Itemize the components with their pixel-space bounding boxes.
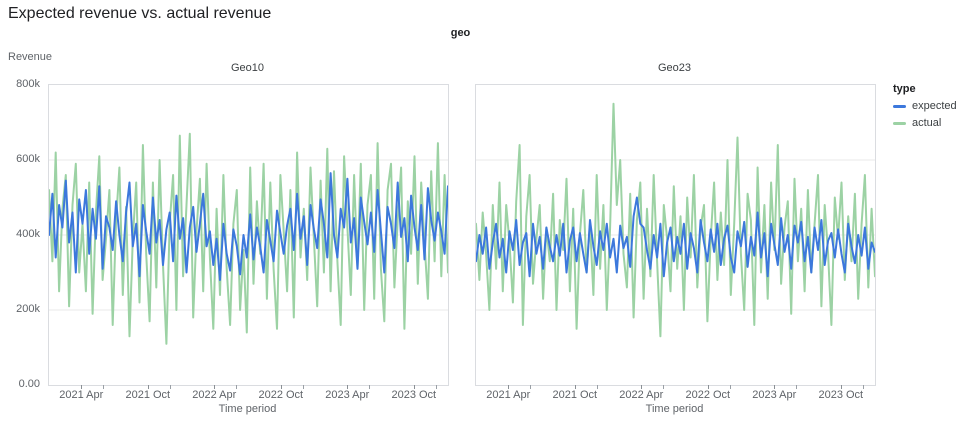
y-tick-label: 0.00 [18, 378, 40, 390]
x-tick-mark [413, 385, 415, 389]
line-chart-geo10[interactable] [48, 84, 449, 386]
x-tick-label: 2023 Apr [325, 389, 370, 401]
x-tick-label: 2021 Oct [552, 389, 598, 401]
line-chart-geo23[interactable] [475, 84, 876, 386]
x-tick-mark [574, 385, 576, 389]
x-minor-tick-mark [862, 385, 864, 389]
x-tick-label: 2022 Oct [258, 389, 304, 401]
legend-title: type [893, 83, 916, 95]
x-minor-tick-mark [596, 385, 598, 389]
legend-item-expected[interactable]: expected [893, 100, 957, 113]
y-tick-label: 600k [16, 153, 40, 165]
x-tick-label: 2021 Oct [125, 389, 171, 401]
x-minor-tick-mark [169, 385, 171, 389]
x-tick-mark [840, 385, 842, 389]
x-minor-tick-mark [796, 385, 798, 389]
x-tick-label: 2022 Apr [192, 389, 237, 401]
x-tick-mark [774, 385, 776, 389]
y-axis-title: Revenue [8, 51, 53, 63]
x-axis-title-left: Time period [218, 403, 277, 415]
x-minor-tick-mark [236, 385, 238, 389]
x-minor-tick-mark [103, 385, 105, 389]
expected-line-series [476, 196, 875, 278]
x-axis-title-right: Time period [645, 403, 704, 415]
x-tick-mark [641, 385, 643, 389]
x-minor-tick-mark [302, 385, 304, 389]
x-tick-label: 2022 Apr [619, 389, 664, 401]
expected-line-swatch-icon [893, 105, 906, 108]
x-minor-tick-mark [530, 385, 532, 389]
legend-label: expected [912, 100, 957, 112]
x-tick-mark [214, 385, 216, 389]
y-tick-label: 800k [16, 78, 40, 90]
x-tick-mark [508, 385, 510, 389]
x-minor-tick-mark [663, 385, 665, 389]
x-tick-mark [147, 385, 149, 389]
x-minor-tick-mark [435, 385, 437, 389]
actual-line-swatch-icon [893, 122, 906, 125]
x-tick-mark [347, 385, 349, 389]
x-tick-label: 2023 Apr [752, 389, 797, 401]
x-tick-label: 2023 Oct [818, 389, 864, 401]
x-tick-label: 2021 Apr [59, 389, 104, 401]
x-tick-mark [81, 385, 83, 389]
y-tick-label: 400k [16, 228, 40, 240]
expected-line-series [49, 172, 448, 281]
page-title: Expected revenue vs. actual revenue [8, 5, 272, 22]
actual-line-series [49, 132, 448, 345]
x-tick-label: 2022 Oct [685, 389, 731, 401]
x-minor-tick-mark [369, 385, 371, 389]
legend-label: actual [912, 117, 942, 129]
x-tick-mark [707, 385, 709, 389]
actual-line-series [476, 102, 875, 338]
x-tick-mark [280, 385, 282, 389]
x-tick-label: 2023 Oct [391, 389, 437, 401]
facet-title-geo10: Geo10 [230, 62, 265, 74]
y-tick-label: 200k [16, 303, 40, 315]
facet-title-geo23: Geo23 [657, 62, 692, 74]
facet-field-header: geo [450, 27, 471, 39]
legend: type expected actual [893, 83, 957, 130]
legend-item-actual[interactable]: actual [893, 117, 957, 130]
x-minor-tick-mark [729, 385, 731, 389]
x-tick-label: 2021 Apr [486, 389, 531, 401]
